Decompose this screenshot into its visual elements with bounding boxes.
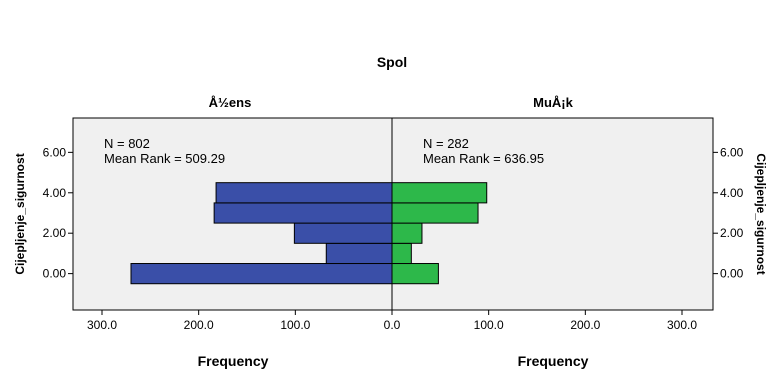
bar-right-4 <box>391 182 488 204</box>
x-axis-label-right: Frequency <box>518 353 589 369</box>
y-tick-label-left: 0.00 <box>43 267 67 281</box>
x-tick-label-right: 100.0 <box>474 318 504 332</box>
bar-left-2 <box>293 222 393 244</box>
y-axis-label-left: Cijepljenje_sigurnost <box>13 153 27 274</box>
y-ticks-right: 0.00 2.00 4.00 6.00 <box>713 145 744 281</box>
chart-title: Spol <box>377 54 407 70</box>
y-ticks-left: 0.00 2.00 4.00 6.00 <box>43 145 73 281</box>
y-tick-label-right: 2.00 <box>720 226 744 240</box>
x-tick-label-left: 300.0 <box>87 318 117 332</box>
y-tick-label-right: 6.00 <box>720 145 744 159</box>
bar-left-1 <box>325 242 393 265</box>
bar-left-0 <box>130 263 393 285</box>
y-tick-label-left: 4.00 <box>43 186 67 200</box>
rank-label-right: Mean Rank = 636.95 <box>423 151 544 166</box>
bars-right <box>391 182 488 285</box>
rank-label-left: Mean Rank = 509.29 <box>104 151 225 166</box>
x-axis-label-left: Frequency <box>198 353 269 369</box>
x-tick-label-left: 200.0 <box>184 318 214 332</box>
bar-right-1 <box>391 242 412 265</box>
y-tick-label-left: 6.00 <box>43 145 67 159</box>
y-tick-label-right: 0.00 <box>720 267 744 281</box>
panel-left-title: Å½ens <box>209 95 252 110</box>
panel-right-title: MuÅ¡k <box>533 95 573 110</box>
x-ticks: 300.0 200.0 100.0 0.0 100.0 200.0 300.0 <box>87 310 697 332</box>
y-tick-label-left: 2.00 <box>43 226 67 240</box>
y-axis-label-right: Cijepljenje_sigurnost <box>754 153 768 274</box>
x-tick-label-left: 100.0 <box>280 318 310 332</box>
bar-left-4 <box>215 182 393 204</box>
x-tick-label-right: 200.0 <box>570 318 600 332</box>
bar-right-0 <box>391 263 439 285</box>
bar-right-3 <box>391 202 479 224</box>
x-tick-label-right: 300.0 <box>667 318 697 332</box>
x-tick-label-left: 0.0 <box>384 318 401 332</box>
bar-right-2 <box>391 222 423 244</box>
n-label-right: N = 282 <box>423 136 469 151</box>
y-tick-label-right: 4.00 <box>720 186 744 200</box>
bars-left <box>130 182 393 285</box>
bar-left-3 <box>213 202 393 224</box>
n-label-left: N = 802 <box>104 136 150 151</box>
